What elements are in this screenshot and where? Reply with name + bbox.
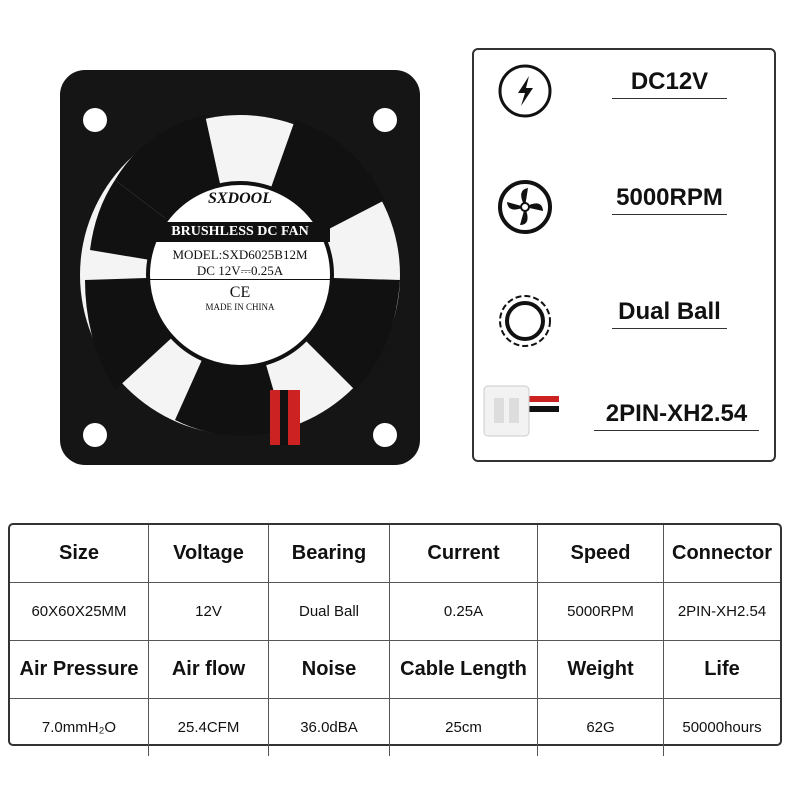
table-row: 7.0mmH₂O 25.4CFM 36.0dBA 25cm 62G 50000h… — [10, 698, 780, 756]
table-cell: 62G — [537, 698, 664, 756]
table-cell: Dual Ball — [268, 582, 390, 641]
table-header: Noise — [268, 640, 390, 699]
label-origin: MADE IN CHINA — [205, 302, 275, 312]
spec-table: Size Voltage Bearing Current Speed Conne… — [8, 523, 782, 756]
table-row: 60X60X25MM 12V Dual Ball 0.25A 5000RPM 2… — [10, 582, 780, 641]
spec-value: DC12V — [612, 68, 727, 99]
connector-icon — [483, 385, 559, 437]
table-cell: 60X60X25MM — [10, 582, 149, 641]
fan-product-image: SXDOOL BRUSHLESS DC FAN MODEL:SXD6025B12… — [55, 60, 425, 470]
spec-speed: 5000RPM — [474, 168, 774, 248]
table-header: Air flow — [148, 640, 269, 699]
spec-value: 5000RPM — [612, 184, 727, 215]
table-header: Weight — [537, 640, 664, 699]
spec-connector: 2PIN-XH2.54 — [474, 368, 774, 448]
fan-label: SXDOOL BRUSHLESS DC FAN MODEL:SXD6025B12… — [150, 185, 330, 312]
lightning-icon — [498, 64, 552, 118]
table-cell: 0.25A — [389, 582, 538, 641]
table-header: Connector — [663, 525, 780, 583]
table-header-row: Size Voltage Bearing Current Speed Conne… — [10, 525, 780, 583]
table-header: Speed — [537, 525, 664, 583]
table-header: Voltage — [148, 525, 269, 583]
table-header: Size — [10, 525, 149, 583]
brand-logo: SXDOOL — [207, 190, 272, 207]
table-cell: 12V — [148, 582, 269, 641]
table-cell: 25.4CFM — [148, 698, 269, 756]
table-header: Cable Length — [389, 640, 538, 699]
table-cell: 2PIN-XH2.54 — [663, 582, 780, 641]
spec-voltage: DC12V — [474, 52, 774, 132]
bearing-icon — [499, 295, 551, 347]
spec-value: 2PIN-XH2.54 — [594, 400, 759, 431]
spec-panel: DC12V 5000RPM Dual Ball 2PIN-XH2.54 — [472, 48, 776, 462]
table-header: Air Pressure — [10, 640, 149, 699]
spec-value: Dual Ball — [612, 298, 727, 329]
table-cell: 7.0mmH₂O — [10, 698, 149, 756]
table-header-row: Air Pressure Air flow Noise Cable Length… — [10, 640, 780, 699]
table-cell: 5000RPM — [537, 582, 664, 641]
label-line: BRUSHLESS DC FAN — [150, 222, 330, 242]
table-header: Life — [663, 640, 780, 699]
table-header: Bearing — [268, 525, 390, 583]
spec-bearing: Dual Ball — [474, 282, 774, 362]
table-cell: 36.0dBA — [268, 698, 390, 756]
table-header: Current — [389, 525, 538, 583]
table-cell: 25cm — [389, 698, 538, 756]
fan-icon — [498, 180, 552, 234]
ce-mark: CE — [229, 284, 251, 301]
label-rating: DC 12V⎓0.25A — [150, 263, 330, 280]
label-model: MODEL:SXD6025B12M — [172, 247, 308, 262]
table-cell: 50000hours — [663, 698, 780, 756]
